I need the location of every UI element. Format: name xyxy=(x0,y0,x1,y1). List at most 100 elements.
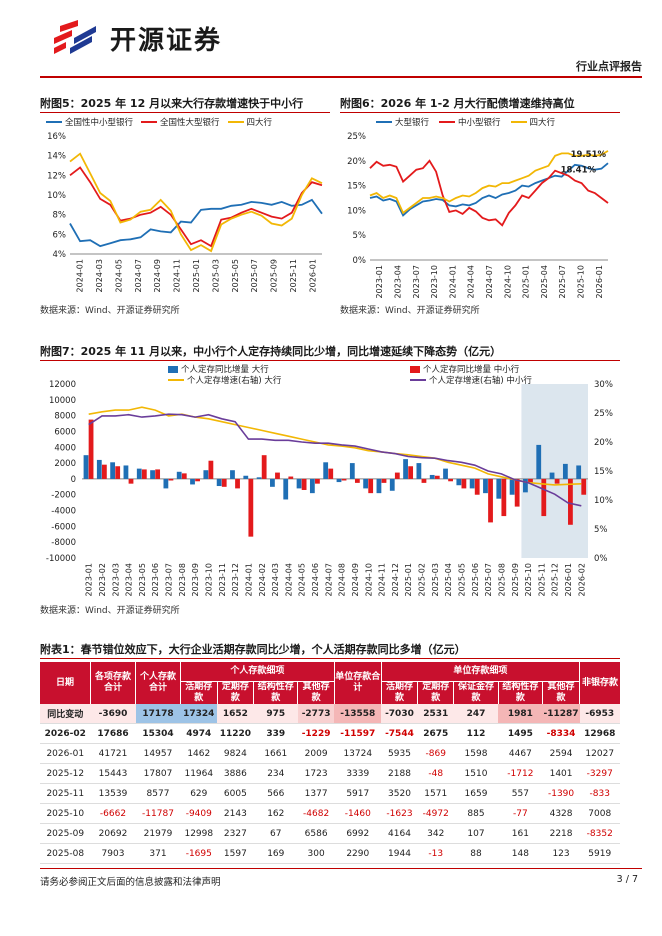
fig7-ytick-right: 15% xyxy=(594,467,613,477)
cell-date: 2026-01 xyxy=(40,743,91,764)
table-cell: 1981 xyxy=(498,704,543,724)
fig6-xtick: 2023-01 xyxy=(375,265,384,298)
table-cell: 162 xyxy=(253,803,298,824)
cell-date: 同比变动 xyxy=(40,704,91,724)
table-cell: 13539 xyxy=(90,783,136,804)
fig7-xtick: 2023-07 xyxy=(165,563,174,596)
fig7-legend-3-label: 个人定存增速(右轴) 中小行 xyxy=(429,376,532,386)
fig7-legend-1: 个人定存同比增量 中小行 xyxy=(410,363,519,375)
fig5-ytick: 14% xyxy=(47,152,66,162)
fig5-legend-0: 全国性中小型银行 xyxy=(65,118,134,128)
fig6-annotation-small: 18.41% xyxy=(561,166,597,176)
fig7-xtick: 2026-01 xyxy=(564,563,573,596)
table-cell: 6005 xyxy=(217,783,254,804)
fig7-bar-small xyxy=(141,469,147,479)
fig7-bar-large xyxy=(523,478,528,493)
fig7-ytick-left: -6000 xyxy=(51,522,76,532)
fig7-xtick: 2024-07 xyxy=(324,563,333,596)
table-row: 2025-10 -6662 -11787 -9409 2143 162 -4682 -1460… xyxy=(40,803,620,824)
fig5-ytick: 8% xyxy=(53,211,67,221)
table-cell: 3339 xyxy=(334,763,382,784)
fig7-bar-large xyxy=(323,462,329,479)
fig7-bar-large xyxy=(83,455,89,479)
th-sub-0: 活期存款 xyxy=(180,681,218,704)
table-cell: 339 xyxy=(253,723,298,744)
fig6-xtick: 2023-07 xyxy=(412,265,421,298)
table-cell: 20692 xyxy=(90,823,136,844)
table-cell: 21979 xyxy=(135,823,181,844)
fig7-bar-large xyxy=(176,471,182,479)
fig7-ytick-left: 6000 xyxy=(54,427,76,437)
table-cell: 15304 xyxy=(135,723,181,744)
fig6-series-0 xyxy=(369,162,609,217)
fig7-xtick: 2024-06 xyxy=(311,563,320,596)
fig5-legend-1: 全国性大型银行 xyxy=(160,118,220,128)
fig6-ytick: 15% xyxy=(347,182,366,192)
page-number: 3 / 7 xyxy=(616,874,638,885)
fig7-xtick: 2023-03 xyxy=(111,563,120,596)
fig6-ytick: 0% xyxy=(353,256,367,266)
fig7-bar-small xyxy=(235,478,240,489)
th-personal-detail: 个人存款细项 xyxy=(180,662,335,682)
table-cell: 2009 xyxy=(297,743,335,764)
fig7-bar-large xyxy=(576,465,582,479)
fig5-xtick: 2024-01 xyxy=(76,259,85,292)
table-cell: 123 xyxy=(542,843,580,864)
th-sub-6: 保证金存款 xyxy=(453,681,499,704)
fig7-xtick: 2024-09 xyxy=(351,563,360,596)
fig7-xtick: 2023-02 xyxy=(98,563,107,596)
fig6-xtick: 2025-10 xyxy=(577,265,586,298)
fig7-bar-small xyxy=(394,472,400,479)
table-row: 同比变动 -3690 17178 17324 1652 975 -2773 -13558 -70… xyxy=(40,704,620,724)
fig5-legend: 全国性中小型银行 全国性大型银行 四大行 xyxy=(46,116,272,128)
table-cell: 107 xyxy=(453,823,499,844)
fig7-line-large xyxy=(88,406,582,486)
fig7-bar-large xyxy=(110,462,116,479)
table-cell: 4164 xyxy=(381,823,418,844)
fig7-xtick: 2024-03 xyxy=(271,563,280,596)
fig7-legend-0-label: 个人定存同比增量 大行 xyxy=(181,365,269,375)
fig6-series-1 xyxy=(369,159,609,227)
fig5-legend-2: 四大行 xyxy=(246,118,273,128)
fig7-bar-small xyxy=(168,478,174,481)
table-cell: 2290 xyxy=(334,843,382,864)
fig7-bar-large xyxy=(562,463,568,479)
table-cell: 11220 xyxy=(217,723,254,744)
fig5-xtick: 2025-09 xyxy=(270,259,279,292)
fig7-ytick-left: 2000 xyxy=(54,459,76,469)
table-cell: 5919 xyxy=(579,843,620,864)
fig7-bar-large xyxy=(203,470,209,479)
table-cell: 1377 xyxy=(297,783,335,804)
fig7-ytick-left: -10000 xyxy=(46,554,76,564)
fig5-ytick: 12% xyxy=(47,171,66,181)
table-cell: -3690 xyxy=(90,704,136,724)
th-corp-total: 单位存款合计 xyxy=(333,662,382,704)
fig7-xtick: 2025-07 xyxy=(484,563,493,596)
fig6-xtick: 2025-07 xyxy=(558,265,567,298)
table-cell: -11597 xyxy=(334,723,382,744)
fig6-legend-0: 大型银行 xyxy=(395,118,430,128)
fig7-xtick: 2024-10 xyxy=(364,563,373,596)
table-cell: 12998 xyxy=(180,823,218,844)
fig7-ytick-left: 0 xyxy=(71,475,76,485)
table-row: 2026-02 17686 15304 4974 11220 339 -1229 -11597… xyxy=(40,723,620,744)
fig7-legend-1-label: 个人定存同比增量 中小行 xyxy=(423,365,520,375)
fig5-xtick: 2025-11 xyxy=(289,259,298,292)
fig7-xtick: 2023-10 xyxy=(205,563,214,596)
table-cell: -4682 xyxy=(297,803,335,824)
fig7-xtick: 2025-06 xyxy=(471,563,480,596)
fig7-bar-large xyxy=(403,459,408,479)
th-corp-detail: 单位存款细项 xyxy=(380,662,580,682)
fig7-ytick-left: -4000 xyxy=(51,507,76,517)
table-cell: 3886 xyxy=(217,763,254,784)
fig7-bar-small xyxy=(501,478,507,517)
fig5-series-2 xyxy=(69,152,323,253)
fig7-bar-small xyxy=(288,476,294,479)
fig7-xtick: 2025-09 xyxy=(511,563,520,596)
fig7-xtick: 2024-08 xyxy=(338,563,347,596)
fig7-bar-small xyxy=(208,460,214,479)
fig5-source: 数据来源：Wind、开源证券研究所 xyxy=(40,306,180,316)
table-rule xyxy=(40,658,620,659)
table-cell: -6662 xyxy=(90,803,136,824)
fig5-title: 附图5：2025 年 12 月以来大行存款增速快于中小行 xyxy=(40,97,304,110)
